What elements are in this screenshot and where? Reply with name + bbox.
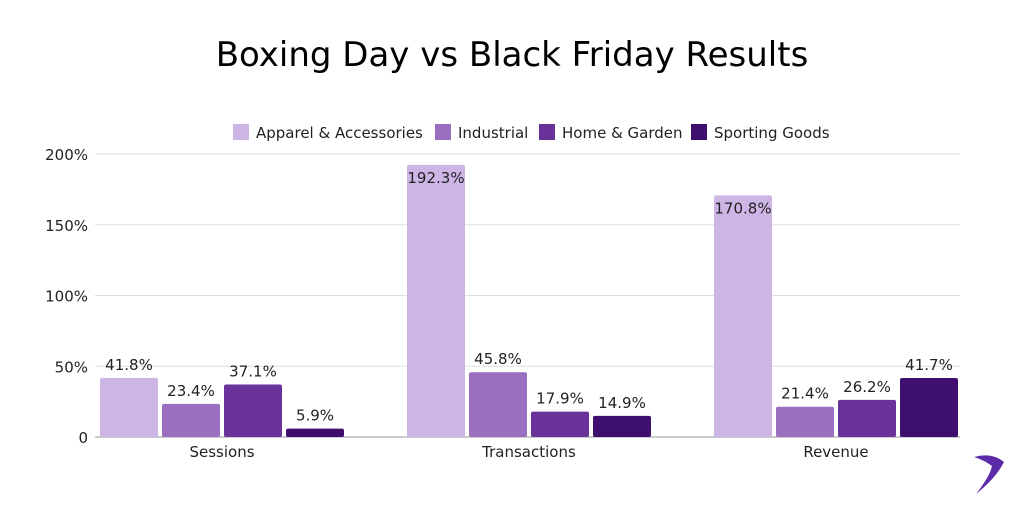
legend-swatch (233, 124, 249, 140)
legend-swatch (435, 124, 451, 140)
y-tick-label: 0 (78, 429, 88, 447)
y-tick-label: 200% (45, 146, 88, 164)
legend-label: Home & Garden (562, 124, 683, 142)
data-label: 5.9% (296, 407, 334, 425)
data-label: 41.7% (905, 356, 953, 374)
bar (286, 428, 344, 437)
bar (100, 377, 158, 437)
data-label: 37.1% (229, 363, 277, 381)
data-label: 192.3% (407, 169, 464, 187)
legend-label: Industrial (458, 124, 528, 142)
bar (900, 377, 958, 437)
data-label: 21.4% (781, 385, 829, 403)
data-label: 26.2% (843, 378, 891, 396)
legend-swatch (691, 124, 707, 140)
chart-title: Boxing Day vs Black Friday Results (216, 35, 809, 75)
x-tick-label: Transactions (481, 443, 576, 461)
boomerang-logo (974, 455, 1004, 494)
legend-label: Sporting Goods (714, 124, 830, 142)
bar (531, 411, 589, 437)
legend-swatch (539, 124, 555, 140)
bar (593, 415, 651, 437)
bar (469, 372, 527, 437)
y-tick-label: 100% (45, 288, 88, 306)
bar (407, 164, 465, 437)
x-tick-label: Sessions (189, 443, 254, 461)
y-tick-label: 50% (55, 358, 88, 376)
bar (714, 195, 772, 437)
data-label: 23.4% (167, 382, 215, 400)
bar (838, 399, 896, 437)
data-label: 170.8% (714, 199, 771, 217)
data-label: 45.8% (474, 350, 522, 368)
legend-label: Apparel & Accessories (256, 124, 423, 142)
data-label: 17.9% (536, 390, 584, 408)
bar (224, 384, 282, 437)
bar (162, 403, 220, 437)
y-tick-label: 150% (45, 217, 88, 235)
x-tick-label: Revenue (803, 443, 868, 461)
bar (776, 406, 834, 437)
data-label: 14.9% (598, 394, 646, 412)
data-label: 41.8% (105, 356, 153, 374)
